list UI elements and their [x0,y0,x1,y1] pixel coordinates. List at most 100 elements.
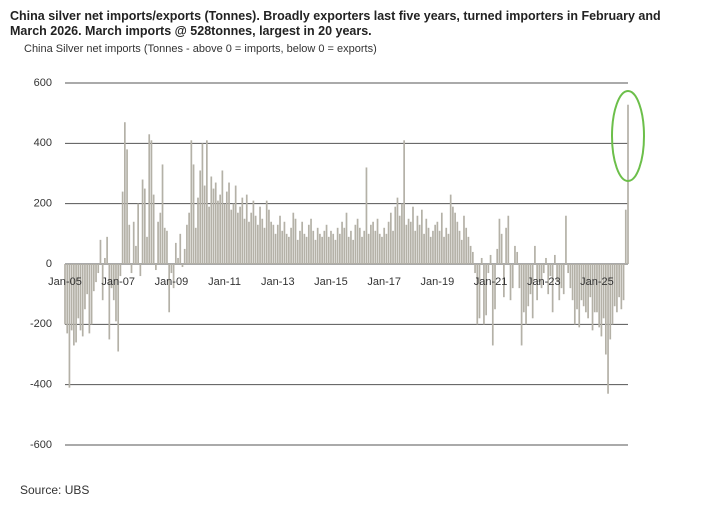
bar [197,197,199,264]
bar [170,264,173,274]
bar [585,264,587,313]
bar [221,170,224,264]
bar [206,140,208,264]
bar [620,264,623,310]
bar [405,224,408,264]
bar [148,134,151,264]
bar [345,212,348,264]
bar [421,209,423,264]
bar [279,215,281,264]
bar [66,264,69,334]
bar [520,264,523,346]
bar [163,227,166,264]
bar [609,264,612,340]
bar [474,264,476,274]
x-tick-label: Jan-11 [208,276,241,288]
bar [314,239,317,264]
bar [256,224,259,264]
bar [542,264,545,274]
bar [101,264,104,301]
bar [567,264,570,274]
bar [143,188,146,264]
bar [416,215,419,264]
bar [407,218,410,264]
bar [392,230,394,264]
bar [217,200,219,264]
bar [243,218,246,264]
bar [480,257,483,264]
bar [427,227,430,264]
bar [299,230,301,264]
bar [305,236,308,264]
bar [494,264,496,310]
bar [438,230,441,264]
bar [166,230,168,264]
x-tick-label: Jan-13 [261,276,295,288]
bar [489,254,492,264]
bar [414,230,417,264]
bar [624,209,627,264]
bar [547,264,550,295]
bar [478,264,481,319]
bar [230,209,233,264]
bar [589,264,592,298]
bar [496,248,499,264]
bar [174,242,177,264]
bar [511,264,514,289]
bar [618,264,620,298]
source-note: Source: UBS [20,483,90,497]
bar [263,227,266,264]
bar [325,224,328,264]
bar [503,264,505,298]
bar [540,264,543,289]
bar [372,221,374,264]
bar [582,264,585,307]
bar [454,212,456,264]
bar [507,215,510,264]
grid: -600 -400 -200 0 200 400 600 [30,77,628,451]
bar [445,227,448,264]
bar [97,264,100,274]
bar [128,224,131,264]
bar [292,212,295,264]
bar [192,164,195,264]
bar [201,143,204,264]
bar [613,264,616,307]
bar [531,264,534,319]
bar [296,239,299,264]
bar [152,194,155,264]
x-tick-label: Jan-05 [48,276,82,288]
bar [157,221,159,264]
bar [487,264,490,274]
bar [92,264,95,292]
bar [272,224,275,264]
bar [146,236,148,264]
bar [223,203,226,264]
bar [73,264,75,346]
bar [212,188,215,264]
bar [458,230,461,264]
bar [316,227,319,264]
bar [607,264,609,394]
bar [261,218,264,264]
bar [456,221,459,264]
bar [190,140,193,264]
bar [288,236,290,264]
bar [245,194,248,264]
bar [135,245,137,264]
bar [336,227,339,264]
bar [194,227,197,264]
bar [554,254,556,264]
bar [370,224,372,264]
x-tick-label: Jan-19 [421,276,455,288]
y-tick-label: 0 [46,258,52,270]
bar [70,264,73,331]
bar [341,221,343,264]
bar [361,236,363,264]
bar [396,197,399,264]
bar [95,264,97,283]
bar [358,227,361,264]
bar [339,233,341,264]
